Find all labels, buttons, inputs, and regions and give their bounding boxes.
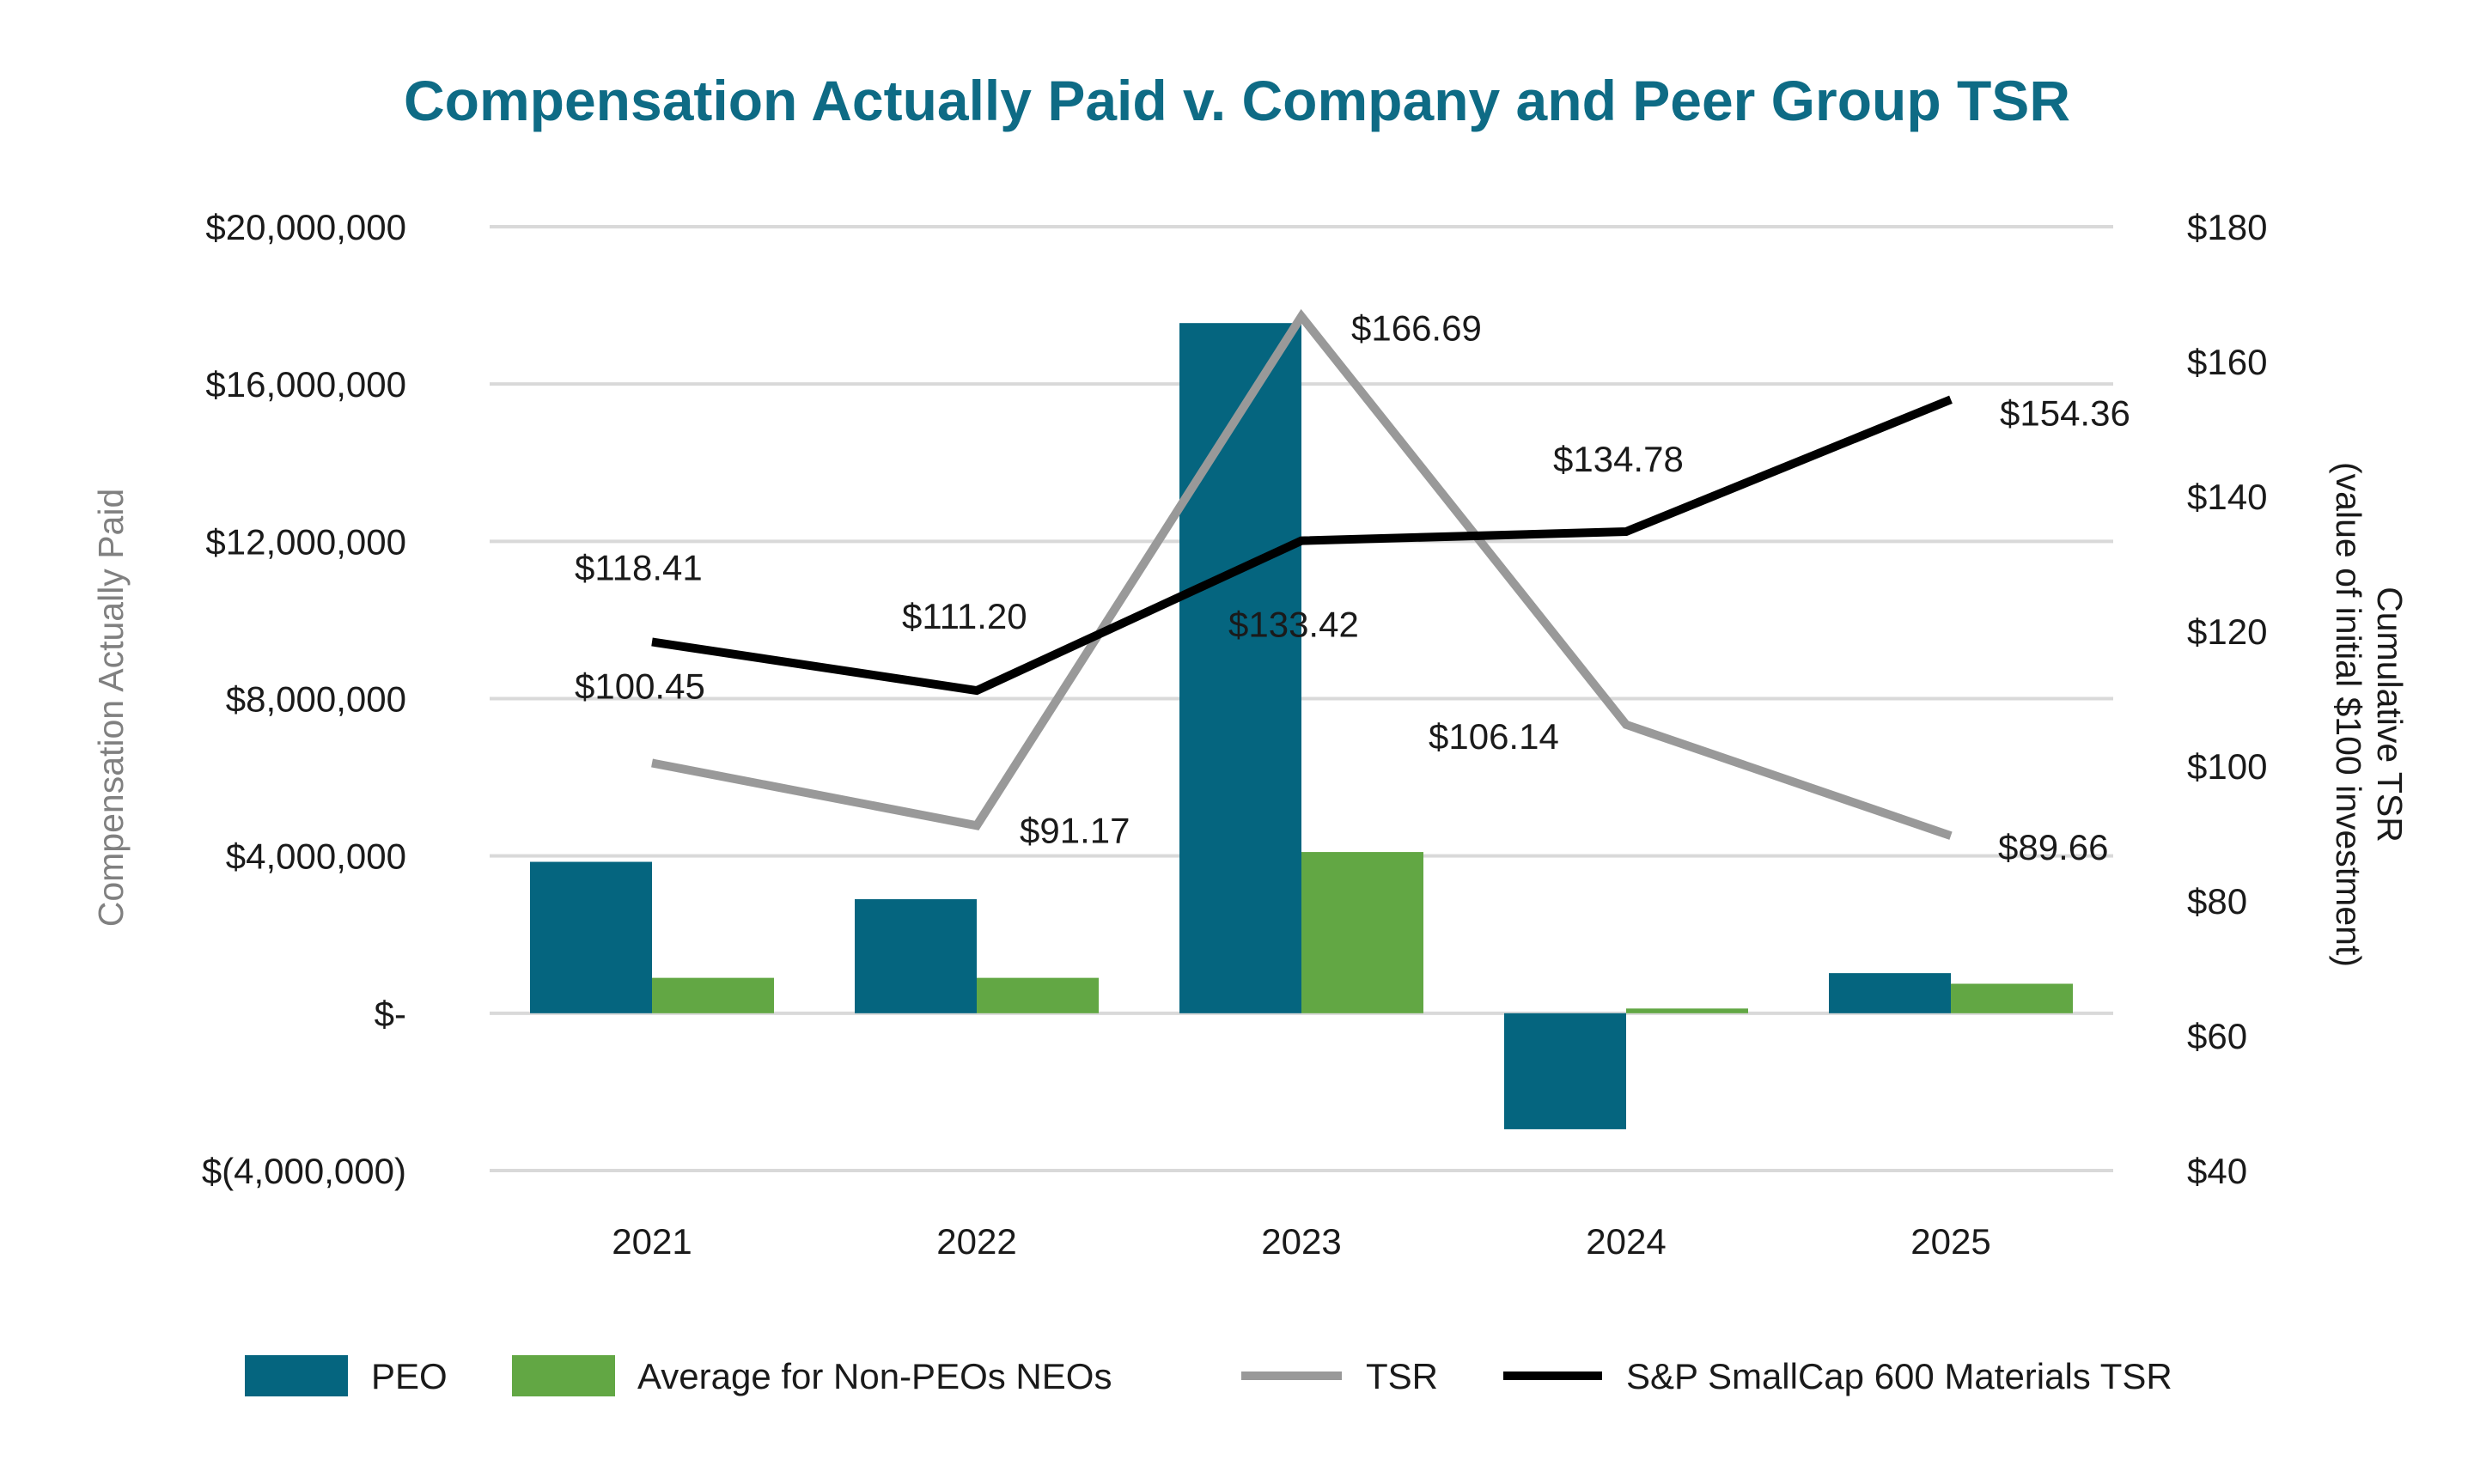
neo-bar (1951, 983, 2073, 1013)
left-tick-label: $12,000,000 (205, 521, 406, 562)
neo-bar (1626, 1008, 1748, 1013)
chart-title: Compensation Actually Paid v. Company an… (404, 69, 2070, 132)
x-tick-label: 2023 (1261, 1221, 1341, 1262)
right-tick-label: $160 (2187, 342, 2267, 382)
x-tick-label: 2024 (1586, 1221, 1666, 1262)
left-tick-label: $20,000,000 (205, 207, 406, 247)
right-tick-label: $100 (2187, 746, 2267, 787)
tsr-data-label: $166.69 (1351, 307, 1482, 348)
peo-bar (1829, 973, 1951, 1013)
peo-bar (530, 861, 652, 1013)
sp-data-label: $154.36 (2000, 392, 2130, 433)
tsr-data-label: $89.66 (1998, 827, 2108, 867)
sp-data-label: $118.41 (575, 547, 703, 587)
legend-neo-label: Average for Non-PEOs NEOs (637, 1356, 1112, 1396)
x-tick-label: 2025 (1910, 1221, 1990, 1262)
legend-peo-label: PEO (371, 1356, 448, 1396)
x-axis-ticks: 2021 2022 2023 2024 2025 (612, 1221, 1990, 1262)
left-tick-label: $8,000,000 (226, 679, 406, 720)
sp-smallcap-line (651, 395, 1953, 696)
right-tick-label: $120 (2187, 611, 2267, 652)
right-tick-label: $140 (2187, 477, 2267, 517)
right-axis-title-line2: (value of initial $100 investment) (2329, 462, 2368, 967)
legend-tsr-label: TSR (1366, 1356, 1438, 1396)
tsr-line (651, 308, 1953, 840)
left-tick-label: $- (375, 994, 406, 1034)
sp-data-label: $111.20 (902, 596, 1027, 636)
left-axis-title: Compensation Actually Paid (91, 489, 131, 928)
legend-sp-label: S&P SmallCap 600 Materials TSR (1626, 1356, 2172, 1396)
tsr-data-label: $100.45 (575, 666, 705, 706)
sp-data-label: $133.42 (1228, 605, 1359, 645)
tsr-data-label: $106.14 (1429, 716, 1559, 757)
legend-neo-swatch (512, 1355, 615, 1396)
legend-peo-swatch (245, 1355, 348, 1396)
bars (530, 323, 2073, 1129)
x-tick-label: 2022 (936, 1221, 1016, 1262)
peo-bar (855, 899, 977, 1013)
sp-data-label: $134.78 (1553, 439, 1684, 479)
right-tick-label: $60 (2187, 1016, 2247, 1056)
neo-bar (1301, 852, 1423, 1013)
right-tick-label: $80 (2187, 881, 2247, 921)
left-tick-label: $16,000,000 (205, 364, 406, 404)
peo-bar (1179, 323, 1301, 1013)
neo-bar (977, 977, 1099, 1013)
data-labels: $100.45 $91.17 $166.69 $106.14 $89.66 $118.41… (575, 307, 2130, 867)
right-tick-label: $180 (2187, 207, 2267, 247)
right-axis-ticks: $180 $160 $140 $120 $100 $80 $60 $40 (2187, 207, 2267, 1191)
x-tick-label: 2021 (612, 1221, 692, 1262)
peo-bar (1504, 1013, 1626, 1129)
left-axis-ticks: $20,000,000 $16,000,000 $12,000,000 $8,000,… (202, 207, 406, 1191)
right-tick-label: $40 (2187, 1151, 2247, 1191)
left-tick-label: $4,000,000 (226, 836, 406, 877)
lines (651, 308, 1953, 840)
legend: PEO Average for Non-PEOs NEOs TSR S&P Small… (245, 1355, 2172, 1396)
left-tick-label: $(4,000,000) (202, 1151, 406, 1191)
tsr-data-label: $91.17 (1020, 810, 1130, 850)
right-axis-title-line1: Cumulative TSR (2370, 587, 2410, 842)
neo-bar (652, 977, 774, 1013)
